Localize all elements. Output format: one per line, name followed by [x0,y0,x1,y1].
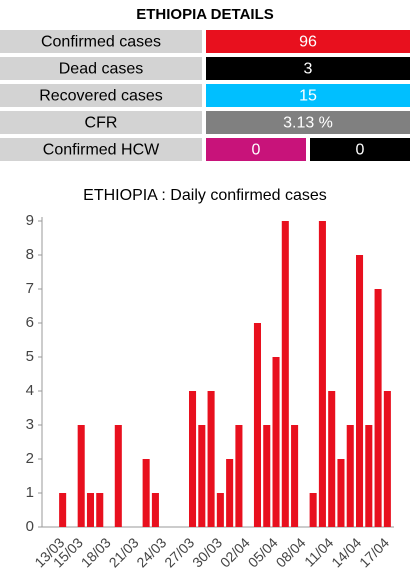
row-value: 3 [304,61,313,78]
bar [318,221,326,527]
value-cell [206,57,410,80]
bar [337,459,345,527]
y-tick-label: 7 [26,280,34,297]
x-tick-label: 17/04 [356,534,392,570]
value-cell [206,30,410,53]
label-cell [0,84,202,107]
x-tick-label: 02/04 [217,534,253,570]
x-tick-label: 30/03 [189,534,225,570]
details-title: ETHIOPIA DETAILS [136,6,274,23]
bar [151,493,159,527]
bar [59,493,67,527]
bar [189,391,197,527]
bar [198,425,206,527]
label-cell [0,30,202,53]
y-tick-label: 2 [26,450,34,467]
bar [272,357,280,527]
bar [86,493,94,527]
y-tick-label: 9 [26,212,34,229]
x-tick-label: 21/03 [106,534,142,570]
row-value: 96 [299,34,317,51]
y-tick-label: 3 [26,416,34,433]
y-tick-label: 8 [26,246,34,263]
label-cell [0,57,202,80]
value-cell [206,84,410,107]
row-value: 15 [299,88,317,105]
x-tick-label: 24/03 [133,534,169,570]
bar [281,221,289,527]
value-cell [206,138,306,161]
y-tick-label: 1 [26,484,34,501]
row-value: 0 [252,142,261,159]
chart-title: ETHIOPIA : Daily confirmed cases [83,187,327,204]
bar [253,323,261,527]
bar [356,255,364,527]
bar [328,391,336,527]
x-tick-label: 11/04 [301,534,337,570]
bar [207,391,215,527]
value-cell [310,138,410,161]
x-tick-label: 14/04 [328,534,364,570]
value-cell [206,111,410,134]
bar [263,425,271,527]
label-cell [0,111,202,134]
bar [235,425,243,527]
bar [291,425,299,527]
bar [383,391,391,527]
y-tick-label: 4 [26,382,34,399]
bar [142,459,150,527]
y-tick-label: 6 [26,314,34,331]
row-value: 0 [356,142,365,159]
x-tick-label: 05/04 [245,534,281,570]
x-tick-label: 18/03 [78,534,114,570]
bar [346,425,354,527]
y-tick-label: 5 [26,348,34,365]
x-tick-label: 27/03 [161,534,197,570]
bar [309,493,317,527]
bar [216,493,224,527]
bar [365,425,373,527]
x-tick-label: 08/04 [273,534,309,570]
label-cell [0,138,202,161]
row-value: 3.13 % [283,115,333,132]
row-label: Confirmed cases [41,34,161,51]
bar [114,425,122,527]
row-label: CFR [85,115,118,132]
row-label: Dead cases [59,61,144,78]
bar [96,493,104,527]
bar [374,289,382,527]
row-label: Recovered cases [39,88,163,105]
bar [77,425,85,527]
y-tick-label: 0 [26,518,34,535]
bar [226,459,234,527]
row-label: Confirmed HCW [43,142,160,159]
details-table: Confirmed cases 96 Dead cases 3 Recovered ca… [0,30,410,161]
chart: 012345678913/0315/0318/0321/0324/0327/03… [26,212,394,571]
